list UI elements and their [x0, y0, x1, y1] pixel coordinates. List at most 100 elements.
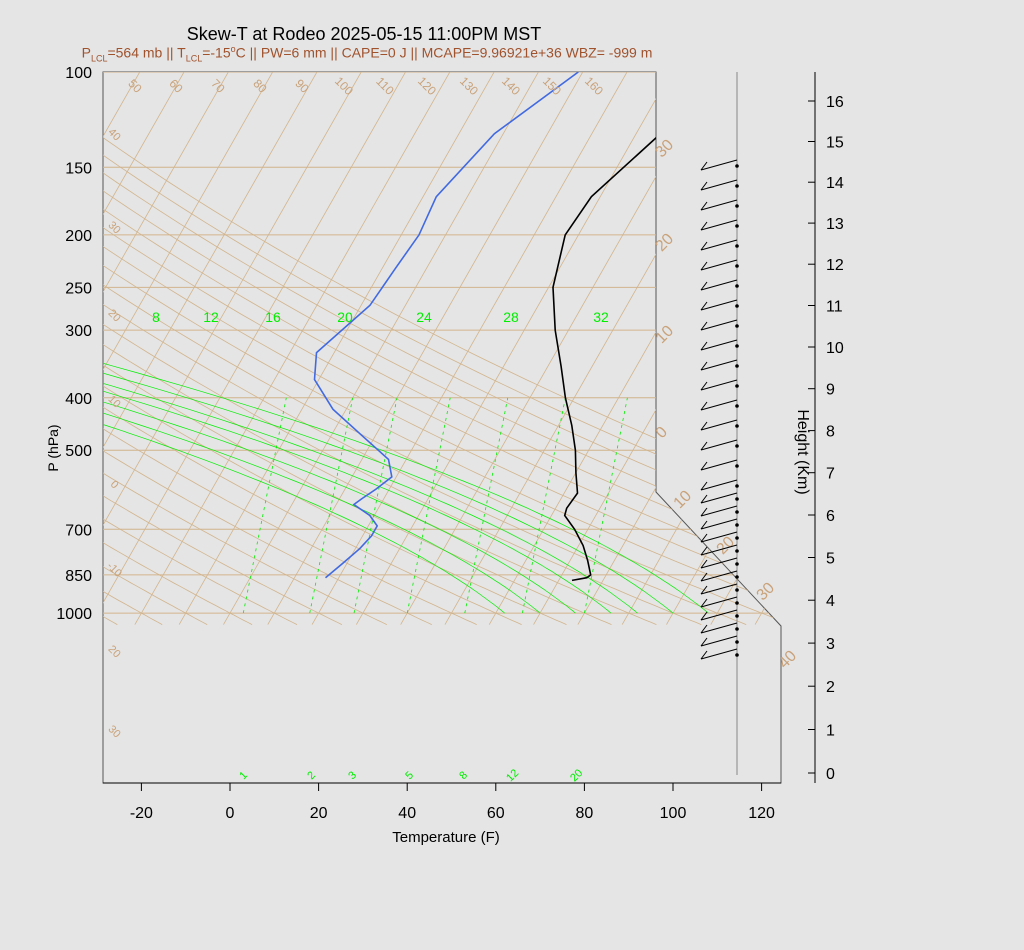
dry-adiabat-line — [103, 72, 781, 625]
wind-level-dot — [735, 344, 739, 348]
wind-level-dot — [735, 549, 739, 553]
mixing-ratio-line — [406, 397, 451, 614]
isotherm-line — [103, 72, 110, 625]
dry-adiabat-line — [103, 72, 477, 625]
wind-level-dot — [735, 364, 739, 368]
wind-barb-feather — [700, 421, 708, 431]
dry-adiabat-line — [103, 72, 387, 625]
isotherm-line — [103, 72, 288, 625]
wind-level-dot — [735, 224, 739, 228]
isotherm-line — [0, 47, 65, 624]
moist-adiabat-line — [103, 286, 541, 614]
mixing-ratio-label: 12 — [203, 309, 219, 325]
mixing-ratio-label: 16 — [265, 309, 281, 325]
isotherm-line — [621, 72, 781, 625]
wind-level-dot — [735, 284, 739, 288]
mixing-ratio-line — [242, 397, 287, 614]
isotherm-right-label: 10 — [671, 487, 696, 512]
wind-level-dot — [735, 536, 739, 540]
dry-adiabat-line — [0, 47, 72, 624]
wind-level-dot — [735, 464, 739, 468]
wind-barb-feather — [700, 585, 708, 595]
x-tick-label: 40 — [398, 805, 416, 822]
height-tick-label: 11 — [826, 299, 843, 316]
wind-level-dot — [735, 614, 739, 618]
moist-adiabat-line — [103, 286, 576, 614]
dry-adiabat-line — [103, 72, 781, 625]
moist-adiabat-line — [103, 286, 505, 614]
height-tick-label: 3 — [826, 636, 835, 653]
wind-level-dot — [735, 404, 739, 408]
height-tick-label: 5 — [826, 551, 835, 568]
wind-barb-feather — [700, 572, 708, 582]
mixing-ratio-line — [464, 397, 509, 614]
height-tick-label: 6 — [826, 508, 835, 525]
wind-barb — [700, 379, 738, 391]
isotherm-line — [103, 72, 376, 625]
chart-title: Skew-T at Rodeo 2025-05-15 11:00PM MST — [186, 24, 542, 44]
wind-barb — [700, 609, 738, 621]
height-tick-label: 0 — [826, 766, 835, 783]
mixing-ratio-line — [584, 397, 628, 614]
mixing-ratio-label: 8 — [152, 309, 160, 325]
wind-barb — [700, 179, 738, 191]
x-tick-label: 0 — [226, 805, 235, 822]
isotherm-line — [754, 72, 781, 625]
pressure-tick-label: 700 — [65, 522, 92, 539]
wind-barb — [700, 359, 738, 371]
wind-barb-feather — [700, 507, 708, 517]
wind-barb-feather — [700, 361, 708, 371]
pressure-tick-label: 500 — [65, 443, 92, 460]
isotherm-line — [888, 47, 1024, 624]
isotherm-line — [356, 72, 686, 625]
mixing-ratio-label: 20 — [337, 309, 353, 325]
wind-barb — [700, 492, 738, 504]
height-tick-label: 13 — [826, 216, 844, 233]
x-tick-label: 120 — [748, 805, 775, 822]
wind-level-dot — [735, 244, 739, 248]
wind-barb-feather — [700, 261, 708, 271]
mixing-ratio-label: 32 — [593, 309, 609, 325]
wind-level-dot — [735, 510, 739, 514]
wind-barb-feather — [700, 650, 708, 660]
mixing-ratio-label: 28 — [503, 309, 519, 325]
wind-barb-feather — [700, 624, 708, 634]
wind-level-dot — [735, 562, 739, 566]
pressure-tick-label: 250 — [65, 280, 92, 297]
wind-barb-feather — [700, 520, 708, 530]
wind-level-dot — [735, 384, 739, 388]
profile-curves — [313, 72, 770, 582]
wind-barb — [700, 219, 738, 231]
moist-adiabat-line — [103, 286, 709, 614]
wind-level-dot — [735, 484, 739, 488]
pressure-tick-label: 400 — [65, 391, 92, 408]
height-tick-label: 7 — [826, 466, 835, 483]
isotherm-line — [178, 72, 509, 625]
wind-level-dot — [735, 653, 739, 657]
dry-adiabat-line — [103, 72, 118, 625]
wind-barb-feather — [700, 494, 708, 504]
wind-barb — [700, 159, 738, 171]
wind-barb — [700, 259, 738, 271]
wind-level-dot — [735, 264, 739, 268]
temperature-profile-line — [552, 72, 770, 582]
wind-barb-feather — [700, 559, 708, 569]
dry-adiabat-line — [103, 72, 567, 625]
wind-level-dot — [735, 601, 739, 605]
y-axis-label: P (hPa) — [45, 424, 61, 471]
height-tick-label: 15 — [826, 135, 844, 152]
pressure-tick-label: 200 — [65, 228, 92, 245]
height-tick-label: 2 — [826, 679, 835, 696]
x-tick-label: 20 — [310, 805, 328, 822]
dry-adiabat-line — [103, 72, 781, 625]
wind-barb-feather — [700, 341, 708, 351]
mixing-ratio-line — [353, 397, 398, 614]
isotherm-line — [0, 47, 21, 624]
dry-adiabat-line — [103, 72, 781, 625]
wind-barb-feather — [700, 441, 708, 451]
pressure-tick-label: 1000 — [56, 606, 92, 623]
isotherm-line — [932, 47, 1024, 624]
wind-barb — [700, 648, 738, 660]
wind-barb — [700, 557, 738, 569]
wind-barb — [700, 419, 738, 431]
